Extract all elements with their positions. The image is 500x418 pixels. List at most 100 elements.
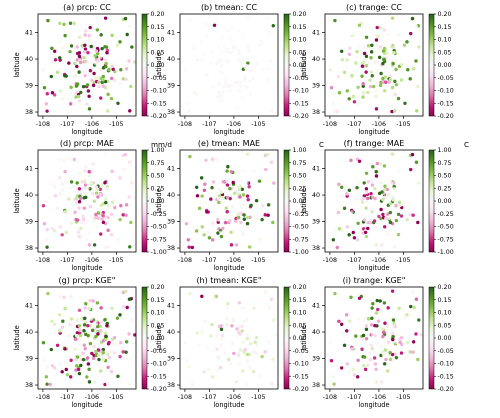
data-point <box>76 94 81 99</box>
panel-title: (b) tmean: CC <box>201 3 258 12</box>
data-point <box>335 109 340 114</box>
data-point <box>100 319 104 324</box>
data-point <box>375 68 380 73</box>
panel-5: (e) tmean: MAE -108 -107 -106 -105 38 39 40 41 lo… <box>155 139 324 272</box>
data-point <box>251 76 256 81</box>
data-point <box>82 191 86 196</box>
data-point <box>73 337 78 341</box>
data-point <box>110 33 114 38</box>
data-point <box>68 375 73 379</box>
data-point <box>374 34 378 38</box>
colorbar-tick-label: -0.75 <box>293 236 309 243</box>
data-point <box>235 327 239 331</box>
data-point <box>385 56 389 60</box>
data-point <box>364 54 369 59</box>
colorbar: 0.20 0.15 0.10 0.05 0.00 -0.05 -0.10 -0.15 -0.20 <box>141 284 167 393</box>
data-point <box>50 319 54 324</box>
data-point <box>237 89 242 93</box>
data-point <box>248 341 253 346</box>
data-point <box>82 323 87 327</box>
data-point <box>42 221 47 226</box>
data-point <box>361 95 365 99</box>
colorbar-tick-label: 0.50 <box>151 173 165 180</box>
x-axis-label: longitude <box>71 401 102 409</box>
data-point <box>218 230 223 235</box>
data-point <box>368 357 373 362</box>
data-point <box>378 181 383 185</box>
data-point <box>125 32 129 37</box>
colorbar-tick-label: 0.20 <box>151 11 165 18</box>
data-point <box>388 351 392 355</box>
data-point <box>101 220 106 225</box>
data-point <box>99 232 103 236</box>
colorbar-tick-label: -0.20 <box>438 113 454 120</box>
data-point <box>45 109 49 113</box>
data-point <box>55 206 60 211</box>
data-point <box>371 84 376 89</box>
data-point <box>344 313 349 317</box>
data-point <box>361 196 366 201</box>
data-point <box>385 324 389 329</box>
y-tick-label: 38 <box>25 382 33 389</box>
colorbar-tick-label: -0.20 <box>151 386 167 393</box>
data-point <box>96 348 101 352</box>
data-point <box>360 200 365 204</box>
data-point <box>121 350 125 354</box>
data-point <box>223 78 227 82</box>
data-point <box>224 323 229 327</box>
data-point <box>332 382 336 386</box>
data-point <box>241 169 245 173</box>
colorbar-tick-label: -0.10 <box>438 88 454 95</box>
data-point <box>60 370 64 374</box>
data-point <box>210 322 214 327</box>
data-point <box>74 60 79 65</box>
colorbar-tick-label: -0.10 <box>293 361 309 368</box>
data-point <box>236 352 241 357</box>
data-point <box>92 243 97 247</box>
colorbar-tick-label: -0.05 <box>151 348 167 355</box>
data-point <box>83 33 87 37</box>
data-point <box>385 192 389 196</box>
data-point <box>205 74 209 78</box>
y-tick-label: 38 <box>312 245 320 252</box>
data-point <box>345 89 349 93</box>
data-point <box>412 32 416 37</box>
data-point <box>348 46 352 50</box>
data-point <box>366 363 370 368</box>
data-point <box>119 341 123 345</box>
data-point <box>229 243 234 247</box>
x-tick-label: -105 <box>251 121 265 128</box>
data-point <box>332 228 336 232</box>
data-point <box>225 183 230 187</box>
data-point <box>234 380 239 384</box>
data-point <box>373 89 378 93</box>
data-point <box>217 187 222 192</box>
data-point <box>239 84 243 89</box>
data-point <box>230 25 234 30</box>
data-point <box>104 335 108 339</box>
data-point <box>374 367 378 371</box>
data-point <box>390 85 395 90</box>
data-point <box>216 196 221 201</box>
data-point <box>410 152 415 157</box>
data-point <box>202 52 207 56</box>
data-point <box>410 16 415 21</box>
colorbar-tick-label: 1.00 <box>293 147 307 154</box>
data-point <box>245 382 249 387</box>
data-point <box>83 306 87 310</box>
data-point <box>75 355 80 359</box>
data-point <box>397 200 402 204</box>
data-point <box>337 91 342 95</box>
x-tick-label: -107 <box>202 121 216 128</box>
data-point <box>237 324 242 329</box>
data-point <box>269 160 274 164</box>
data-point <box>84 29 88 33</box>
data-point <box>272 181 276 185</box>
y-tick-label: 40 <box>167 192 175 199</box>
data-point <box>49 347 53 352</box>
x-tick-label: -105 <box>396 394 410 401</box>
data-point <box>240 329 244 333</box>
data-point <box>331 102 336 106</box>
data-point <box>355 185 359 190</box>
data-point <box>68 102 73 106</box>
